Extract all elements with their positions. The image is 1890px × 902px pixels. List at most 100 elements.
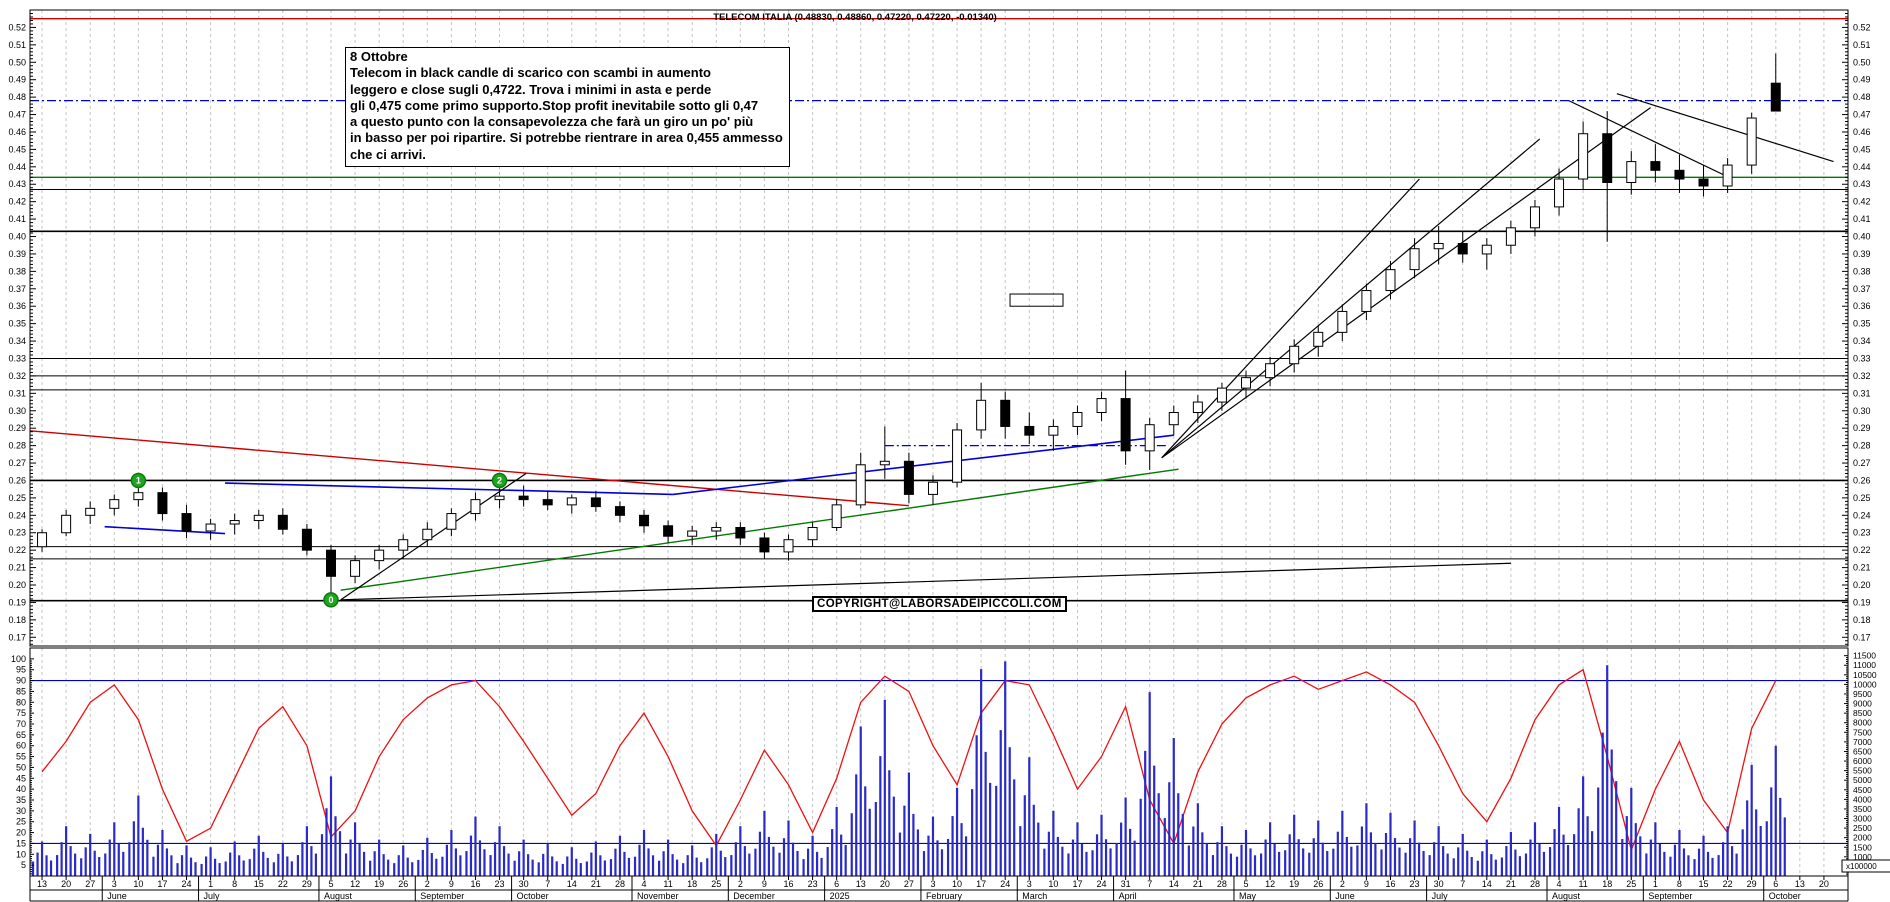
candle-body bbox=[518, 495, 529, 501]
week-tick-label: 18 bbox=[1602, 879, 1612, 889]
svg-text:35: 35 bbox=[16, 795, 26, 805]
svg-text:1: 1 bbox=[136, 476, 141, 486]
svg-text:0.35: 0.35 bbox=[8, 319, 26, 329]
svg-text:3500: 3500 bbox=[1853, 804, 1872, 814]
svg-text:7500: 7500 bbox=[1853, 727, 1872, 737]
candle-body bbox=[1602, 133, 1613, 184]
candle-body bbox=[325, 549, 336, 577]
candle-body bbox=[277, 514, 288, 530]
svg-text:11500: 11500 bbox=[1853, 651, 1876, 661]
svg-text:0.30: 0.30 bbox=[1853, 406, 1871, 416]
week-tick-label: 17 bbox=[976, 879, 986, 889]
annotation-line: Telecom in black candle di scarico con s… bbox=[350, 65, 711, 81]
svg-text:7000: 7000 bbox=[1853, 737, 1872, 747]
month-label: June bbox=[1335, 891, 1355, 901]
svg-text:3000: 3000 bbox=[1853, 814, 1872, 824]
svg-text:0.17: 0.17 bbox=[1853, 632, 1871, 642]
svg-text:0.43: 0.43 bbox=[1853, 179, 1871, 189]
svg-text:10500: 10500 bbox=[1853, 670, 1877, 680]
svg-text:0.42: 0.42 bbox=[1853, 197, 1871, 207]
svg-text:0.41: 0.41 bbox=[1853, 214, 1871, 224]
week-tick-label: 20 bbox=[1819, 879, 1829, 889]
candle-body bbox=[952, 429, 963, 483]
candle-body bbox=[1481, 244, 1492, 255]
week-tick-label: 11 bbox=[663, 879, 672, 889]
candle-body bbox=[1698, 178, 1709, 187]
week-tick-label: 7 bbox=[1460, 879, 1465, 889]
candle-body bbox=[1457, 242, 1468, 255]
week-tick-label: 13 bbox=[37, 879, 47, 889]
week-tick-label: 14 bbox=[1169, 879, 1179, 889]
svg-text:0.37: 0.37 bbox=[8, 284, 26, 294]
svg-text:11000: 11000 bbox=[1853, 660, 1876, 670]
copyright-badge: COPYRIGHT@LABORSADEIPICCOLI.COM bbox=[812, 596, 1067, 612]
candle-body bbox=[1409, 248, 1420, 271]
svg-text:0.32: 0.32 bbox=[1853, 371, 1871, 381]
week-tick-label: 23 bbox=[808, 879, 818, 889]
candle-body bbox=[783, 539, 794, 553]
candle-body bbox=[1000, 399, 1011, 427]
volume-unit-box bbox=[1841, 859, 1890, 873]
svg-text:0.19: 0.19 bbox=[8, 597, 26, 607]
svg-text:0.28: 0.28 bbox=[8, 441, 26, 451]
candle-body bbox=[1313, 331, 1324, 347]
week-tick-label: 29 bbox=[302, 879, 312, 889]
week-tick-label: 2 bbox=[425, 879, 430, 889]
week-tick-label: 10 bbox=[1048, 879, 1058, 889]
svg-text:0.52: 0.52 bbox=[1853, 22, 1871, 32]
month-label: April bbox=[1119, 891, 1137, 901]
svg-text:0.38: 0.38 bbox=[1853, 266, 1871, 276]
week-tick-label: 27 bbox=[85, 879, 95, 889]
svg-text:0.24: 0.24 bbox=[1853, 510, 1871, 520]
candle-body bbox=[1289, 345, 1300, 365]
candle-body bbox=[1722, 164, 1733, 187]
event-marker-circle bbox=[491, 472, 508, 489]
svg-text:4500: 4500 bbox=[1853, 785, 1872, 795]
week-tick-label: 6 bbox=[1773, 879, 1778, 889]
svg-text:0.46: 0.46 bbox=[8, 127, 26, 137]
week-tick-label: 14 bbox=[1482, 879, 1492, 889]
svg-text:9500: 9500 bbox=[1853, 689, 1872, 699]
annotation-line: a questo punto con la consapevolezza che… bbox=[350, 114, 754, 130]
svg-text:55: 55 bbox=[16, 752, 26, 762]
svg-text:0.47: 0.47 bbox=[8, 110, 26, 120]
svg-text:0.50: 0.50 bbox=[1853, 57, 1871, 67]
svg-text:5: 5 bbox=[21, 860, 26, 870]
svg-text:0.21: 0.21 bbox=[1853, 563, 1871, 573]
week-tick-label: 4 bbox=[642, 879, 647, 889]
svg-text:100: 100 bbox=[11, 654, 26, 664]
week-tick-label: 22 bbox=[278, 879, 288, 889]
svg-text:0.45: 0.45 bbox=[8, 144, 26, 154]
svg-text:0.30: 0.30 bbox=[8, 406, 26, 416]
candle-body bbox=[663, 525, 674, 537]
annotation-line: gli 0,475 come primo supporto.Stop profi… bbox=[350, 97, 759, 113]
svg-text:0.49: 0.49 bbox=[8, 75, 26, 85]
candle-body bbox=[37, 532, 48, 548]
month-label: March bbox=[1022, 891, 1047, 901]
annotation-line: leggero e close sugli 0,4722. Trova i mi… bbox=[350, 81, 712, 97]
candle-body bbox=[1433, 242, 1444, 250]
analysis-annotation-box: 8 Ottobre Telecom in black candle di sca… bbox=[345, 47, 790, 168]
week-tick-label: 23 bbox=[1410, 879, 1420, 889]
month-label: September bbox=[1648, 891, 1692, 901]
svg-text:2000: 2000 bbox=[1853, 833, 1872, 843]
week-tick-label: 6 bbox=[834, 879, 839, 889]
date-axis: 13 20 27 3 10 17 24 1 8 15 22 29 5 12 19 26 2 9 16 23 30 7 14 2… bbox=[29, 876, 1849, 902]
week-tick-label: 17 bbox=[157, 879, 167, 889]
svg-text:75: 75 bbox=[16, 708, 26, 718]
month-label: February bbox=[926, 891, 963, 901]
svg-text:0.34: 0.34 bbox=[8, 336, 26, 346]
week-tick-label: 5 bbox=[328, 879, 333, 889]
week-tick-label: 21 bbox=[1506, 879, 1516, 889]
candle-body bbox=[807, 527, 818, 541]
week-tick-label: 12 bbox=[1265, 879, 1275, 889]
candle-body bbox=[1361, 290, 1372, 312]
week-tick-label: 25 bbox=[711, 879, 721, 889]
month-label: October bbox=[517, 891, 549, 901]
week-tick-label: 19 bbox=[374, 879, 384, 889]
candle-body bbox=[927, 481, 938, 495]
svg-text:0.36: 0.36 bbox=[1853, 301, 1871, 311]
svg-text:70: 70 bbox=[16, 719, 26, 729]
week-tick-label: 9 bbox=[1364, 879, 1369, 889]
week-tick-label: 8 bbox=[1677, 879, 1682, 889]
